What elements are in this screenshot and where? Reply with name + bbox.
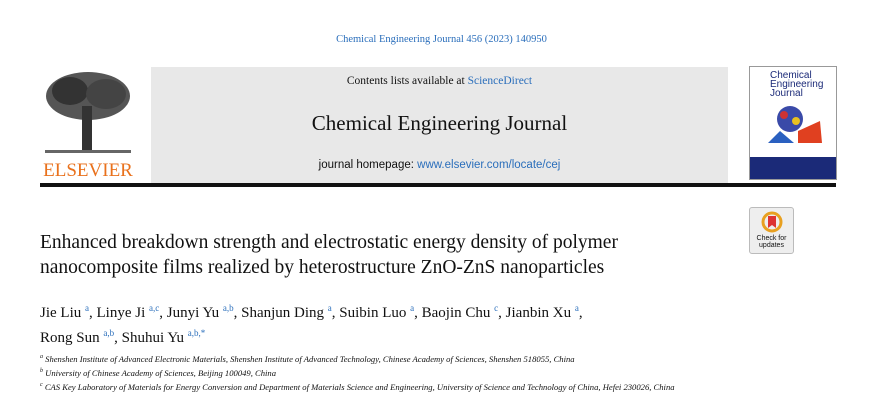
author-affiliation-mark[interactable]: a (410, 303, 415, 313)
author-name: Baojin Chu (421, 305, 491, 321)
author-list: Jie Liu a, Linye Ji a,c, Junyi Yu a,b, S… (40, 303, 583, 346)
affiliation-text: Shenshen Institute of Advanced Electroni… (43, 353, 575, 364)
homepage-prefix: journal homepage: (318, 159, 418, 171)
author-affiliation-mark[interactable]: c (494, 303, 499, 313)
author[interactable]: Shuhui Yu a,b,* (121, 328, 206, 346)
author[interactable]: Rong Sun a,b (40, 328, 115, 346)
author-affiliation-mark[interactable]: a,b (103, 328, 115, 338)
article-title: Enhanced breakdown strength and electros… (40, 232, 618, 278)
affiliation-mark: c (40, 381, 43, 388)
elsevier-logo[interactable]: ELSEVIER (40, 66, 136, 182)
contents-prefix: Contents lists available at (346, 75, 468, 87)
journal-cover[interactable]: Chemical Engineering Journal (749, 66, 837, 180)
author-affiliation-mark[interactable]: a (85, 303, 89, 313)
author-name: Jie Liu (40, 305, 82, 321)
cover-title-line: Engineering (770, 79, 824, 90)
author[interactable]: Shanjun Ding a (241, 303, 332, 321)
check-updates-icon (761, 211, 782, 233)
author-name: Junyi Yu (166, 305, 220, 321)
author-name: Shuhui Yu (121, 330, 184, 346)
author-name: Linye Ji (96, 305, 146, 321)
author[interactable]: Baojin Chu c (421, 303, 499, 321)
affiliation-mark: a (40, 354, 43, 360)
cover-title-line: Journal (770, 88, 803, 99)
cover-title: Chemical Engineering Journal (770, 70, 824, 99)
publisher-name: ELSEVIER (43, 160, 133, 181)
author-name: Shanjun Ding (241, 305, 325, 321)
contents-line: Contents lists available at ScienceDirec… (151, 75, 728, 87)
author-affiliation-mark[interactable]: a,b (222, 303, 234, 313)
affiliation: b University of Chinese Academy of Scien… (40, 365, 760, 379)
author-name: Rong Sun (40, 330, 100, 346)
sciencedirect-link[interactable]: ScienceDirect (467, 75, 533, 87)
homepage-line: journal homepage: www.elsevier.com/locat… (151, 159, 728, 171)
affiliation: c CAS Key Laboratory of Materials for En… (40, 379, 760, 393)
check-updates-label: Check for (756, 235, 787, 242)
author-affiliation-mark[interactable]: a,c (149, 303, 160, 313)
header-rule (40, 183, 836, 187)
cover-artwork-icon (768, 106, 822, 143)
author-name: Suibin Luo (339, 305, 407, 321)
author[interactable]: Junyi Yu a,b (166, 303, 234, 321)
cover-title-line: Chemical (770, 70, 812, 81)
cover-footer (750, 157, 836, 179)
author-name: Jianbin Xu (505, 305, 572, 321)
author-affiliation-mark[interactable]: a (327, 303, 332, 313)
affiliation-list: a Shenshen Institute of Advanced Electro… (40, 351, 760, 393)
author[interactable]: Suibin Luo a (339, 303, 415, 321)
journal-name: Chemical Engineering Journal (311, 111, 568, 135)
author[interactable]: Jie Liu a (40, 303, 89, 321)
homepage-link[interactable]: www.elsevier.com/locate/cej (417, 159, 561, 171)
check-updates-label: updates (759, 242, 784, 249)
author-affiliation-mark[interactable]: a (574, 303, 579, 313)
affiliation-text: University of Chinese Academy of Science… (43, 367, 277, 378)
journal-reference[interactable]: Chemical Engineering Journal 456 (2023) … (336, 34, 547, 45)
author[interactable]: Jianbin Xu a (505, 303, 579, 321)
affiliation-text: CAS Key Laboratory of Materials for Ener… (42, 381, 675, 392)
author[interactable]: Linye Ji a,c (96, 303, 160, 321)
elsevier-tree-icon: ELSEVIER (40, 66, 136, 181)
affiliation: a Shenshen Institute of Advanced Electro… (40, 351, 760, 365)
journal-banner: Contents lists available at ScienceDirec… (151, 67, 728, 183)
affiliation-mark: b (40, 367, 43, 374)
author-affiliation-mark[interactable]: a,b,* (187, 328, 206, 338)
check-for-updates-button[interactable]: Check for updates (749, 207, 794, 254)
